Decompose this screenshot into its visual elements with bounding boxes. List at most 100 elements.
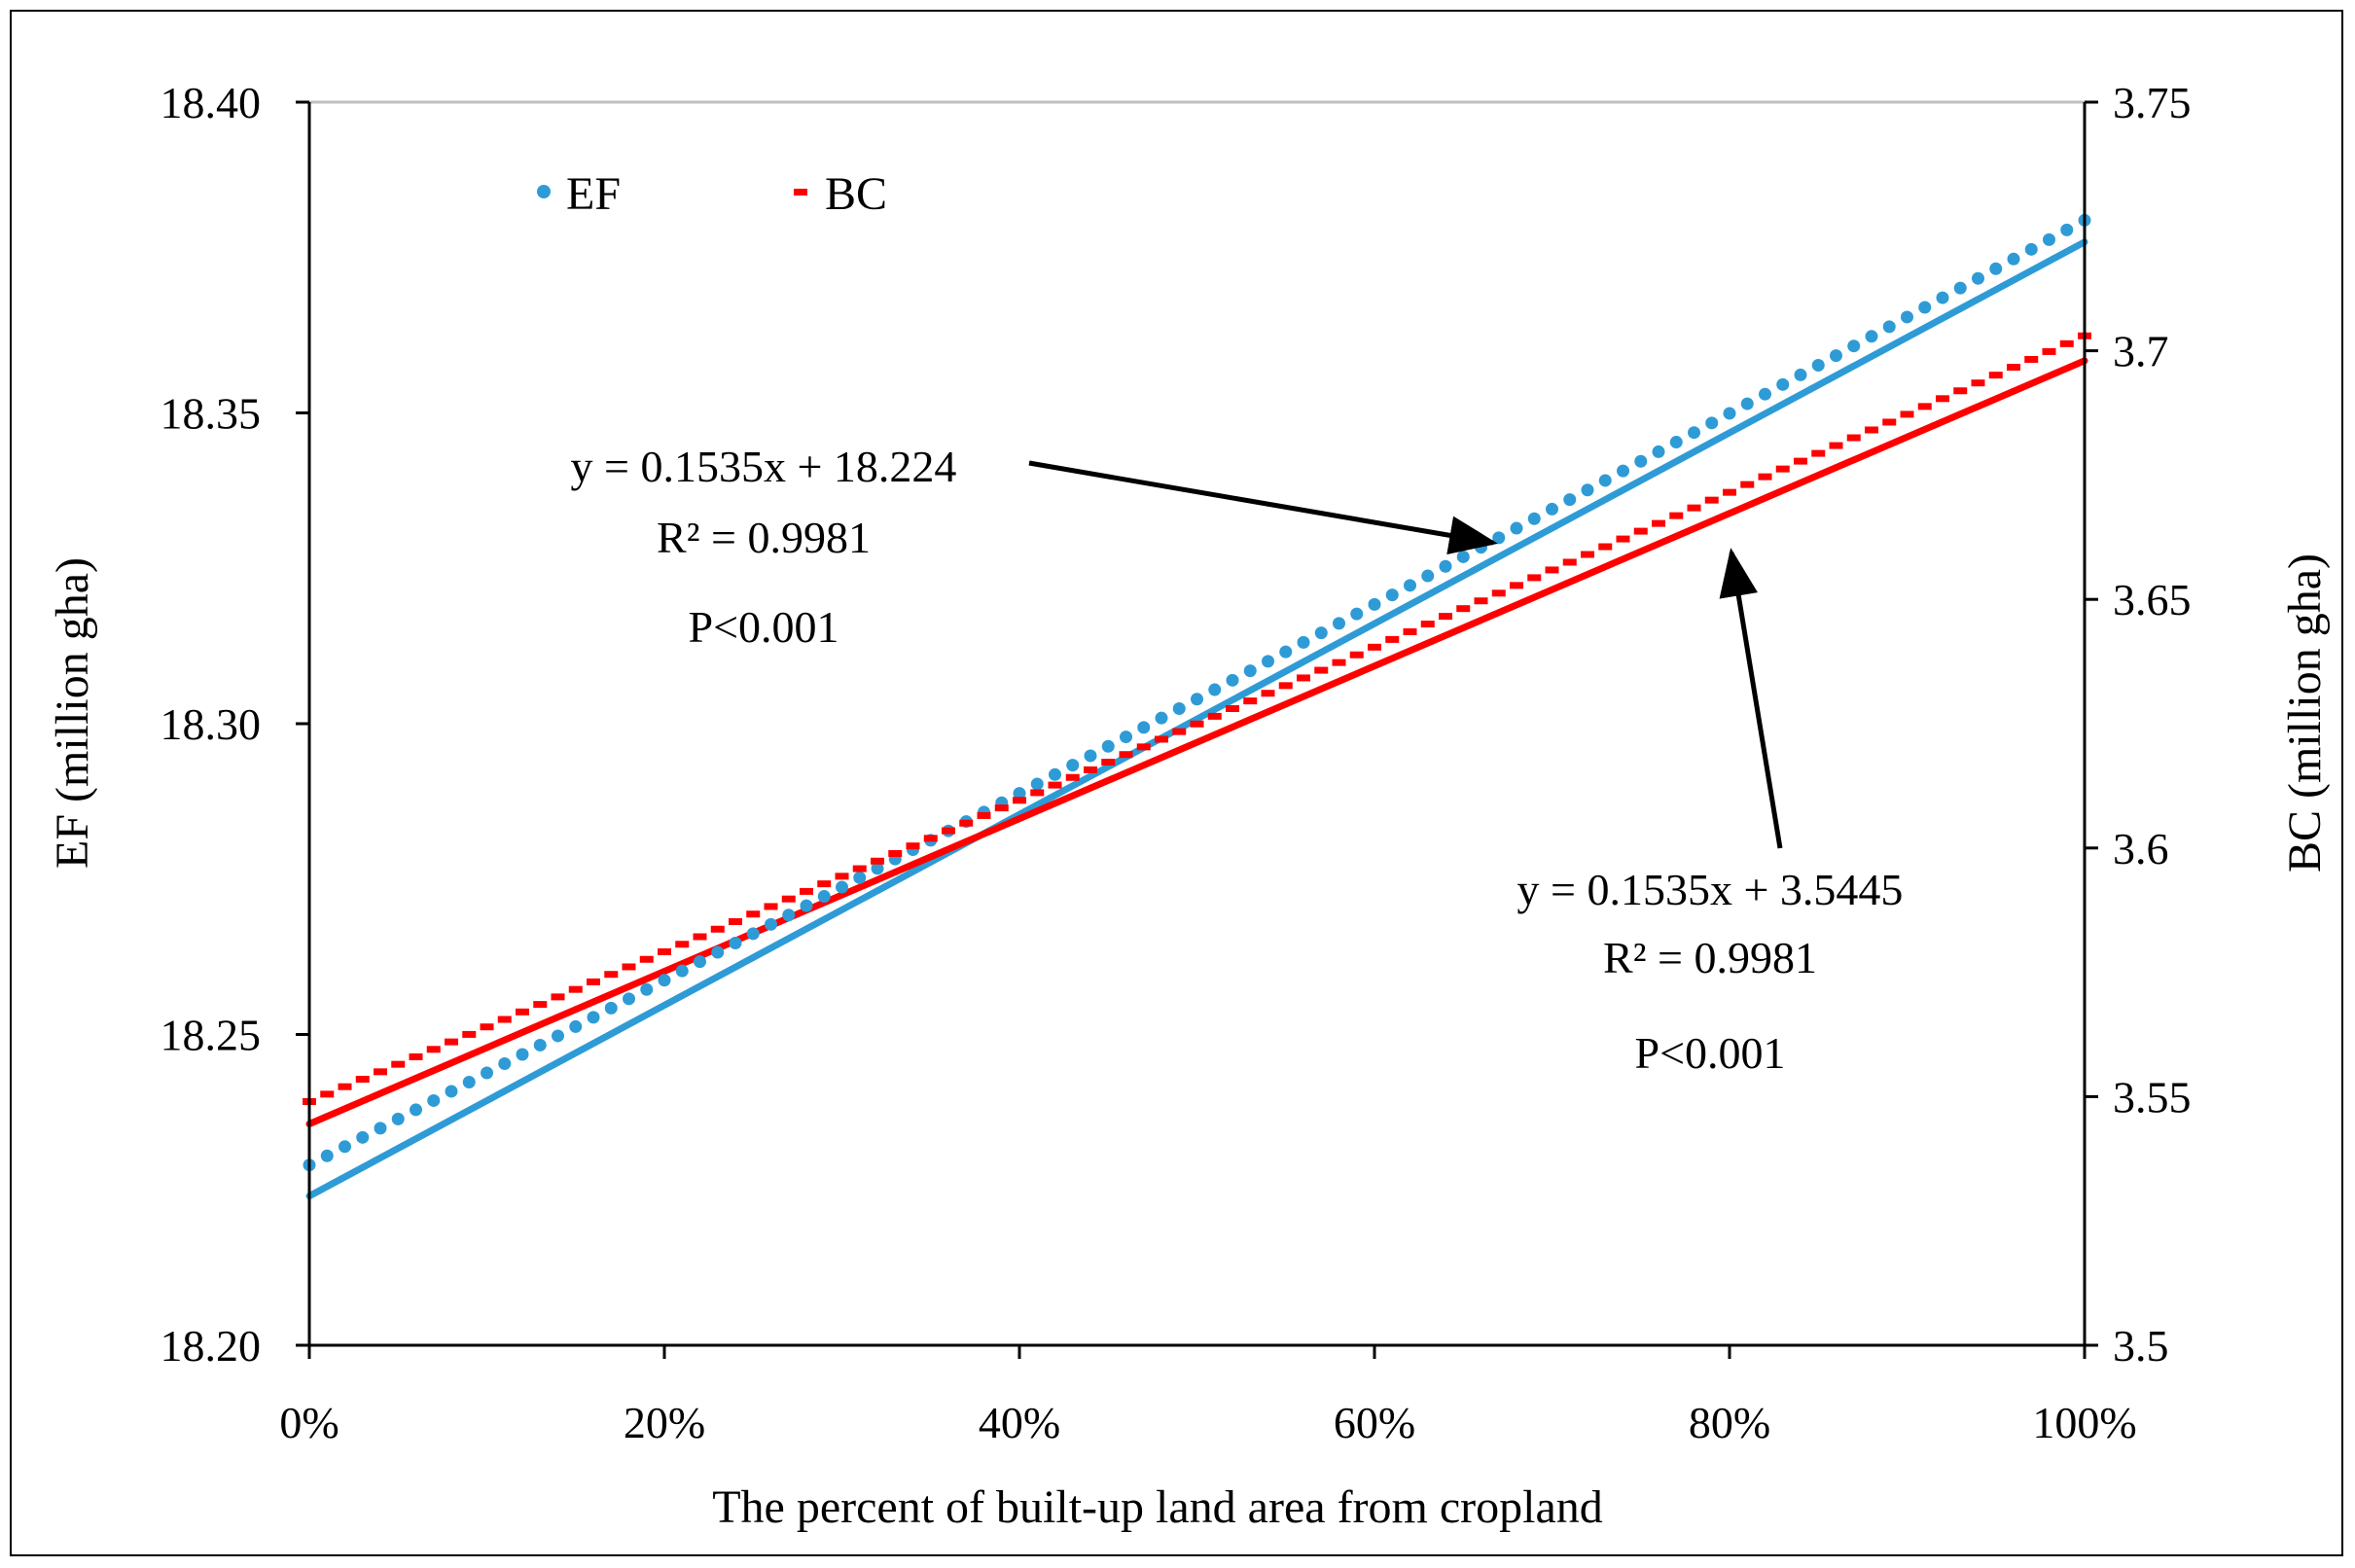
ef-point [1137,721,1151,734]
y-left-tick-label: 18.35 [161,389,262,439]
bc-point [1368,643,1381,651]
bc-point [994,804,1009,812]
bc-point [1278,682,1293,690]
bc-point [1988,372,2003,379]
ef-pvalue: P<0.001 [688,602,839,652]
ef-point [356,1130,370,1144]
ef-point [1901,310,1913,324]
points-layer [303,213,2091,1172]
ef-point [533,1038,547,1051]
ef-point [1155,711,1168,725]
bc-point [923,835,938,842]
bc-point [1652,519,1665,527]
ef-point [1279,645,1293,659]
bc-point [516,1008,529,1016]
ef-point [1688,426,1700,440]
bc-point [781,895,796,903]
ef-point [746,927,760,941]
ef-point [1811,359,1825,373]
bc-point [1136,743,1151,751]
x-tick-label: 40% [979,1398,1060,1447]
x-axis-label: The percent of built-up land area from c… [712,1481,1603,1533]
ef-point [1617,464,1629,478]
ef-equation: y = 0.1535x + 18.224 [571,442,957,491]
bc-point [1865,426,1878,434]
bc-point [1207,712,1222,720]
ef-point [1972,271,1984,285]
bc-point [1491,589,1506,597]
ef-point [1723,407,1736,420]
ef-point [1333,617,1345,630]
ef-point [1314,626,1328,640]
bc-point [1900,410,1914,418]
bc-pvalue: P<0.001 [1634,1028,1785,1078]
bc-point [1704,496,1719,504]
ef-point [498,1056,512,1070]
chart-frame [10,10,2343,1556]
bc-point [1101,759,1116,766]
bc-point [1723,488,1736,496]
bc-point [1953,387,1968,395]
bc-point [1917,403,1932,410]
bc-point [1598,543,1613,551]
bc-point [764,903,778,910]
bc-point [1545,566,1559,574]
legend: EF BC [537,168,887,220]
bc-point [1385,635,1400,643]
bc-point [1332,659,1346,666]
ef-point [1634,454,1648,468]
ef-point [604,1001,618,1015]
ef-point [2060,223,2074,236]
bc-point [2059,339,2074,347]
ef-point [1208,683,1222,696]
bc-point [800,887,813,895]
bc-point [426,1046,441,1053]
bc-point [639,955,654,963]
bc-point [2024,356,2039,364]
bc-point [1048,781,1062,789]
legend-ef-label: EF [566,168,621,220]
ef-point [410,1103,422,1117]
bc-r2: R² = 0.9981 [1603,933,1817,982]
ef-point [320,1149,334,1162]
bc-point [1456,605,1471,613]
bc-point [1474,597,1488,605]
bc-point [338,1083,352,1090]
ef-point [1830,349,1842,363]
bc-point [374,1068,387,1076]
ef-point [2043,232,2055,246]
ef-point [1865,330,1878,343]
ef-point [1262,655,1274,668]
ef-point [587,1011,600,1024]
bc-point [445,1038,458,1046]
ef-point [1794,368,1807,381]
ef-point [1936,291,1949,304]
bc-point [497,1016,512,1023]
bc-point [391,1060,406,1068]
bc-point [462,1030,477,1038]
bc-point [1226,705,1239,713]
bc-point [1119,751,1133,759]
ef-arrow [1028,460,1498,555]
bc-point [1527,574,1542,582]
bc-point [1562,558,1577,566]
ef-point [1066,759,1080,772]
ef-point [817,890,831,904]
y-left-tick-label: 18.30 [161,699,262,749]
ef-point [1439,559,1452,573]
legend-bc-marker [794,189,807,196]
ef-annotation: y = 0.1535x + 18.224 R² = 0.9981 P<0.001 [571,442,1498,652]
ef-point [1172,701,1186,715]
bc-point [1829,442,1843,449]
bc-point [355,1076,370,1084]
bc-point [1846,434,1861,442]
ef-point [1598,474,1612,487]
ef-point [1546,502,1558,516]
bc-point [320,1090,335,1098]
bc-point [587,978,600,985]
ef-point [1297,635,1310,649]
bc-point [1013,797,1026,804]
ef-point [1368,597,1381,611]
bc-point [710,925,725,933]
